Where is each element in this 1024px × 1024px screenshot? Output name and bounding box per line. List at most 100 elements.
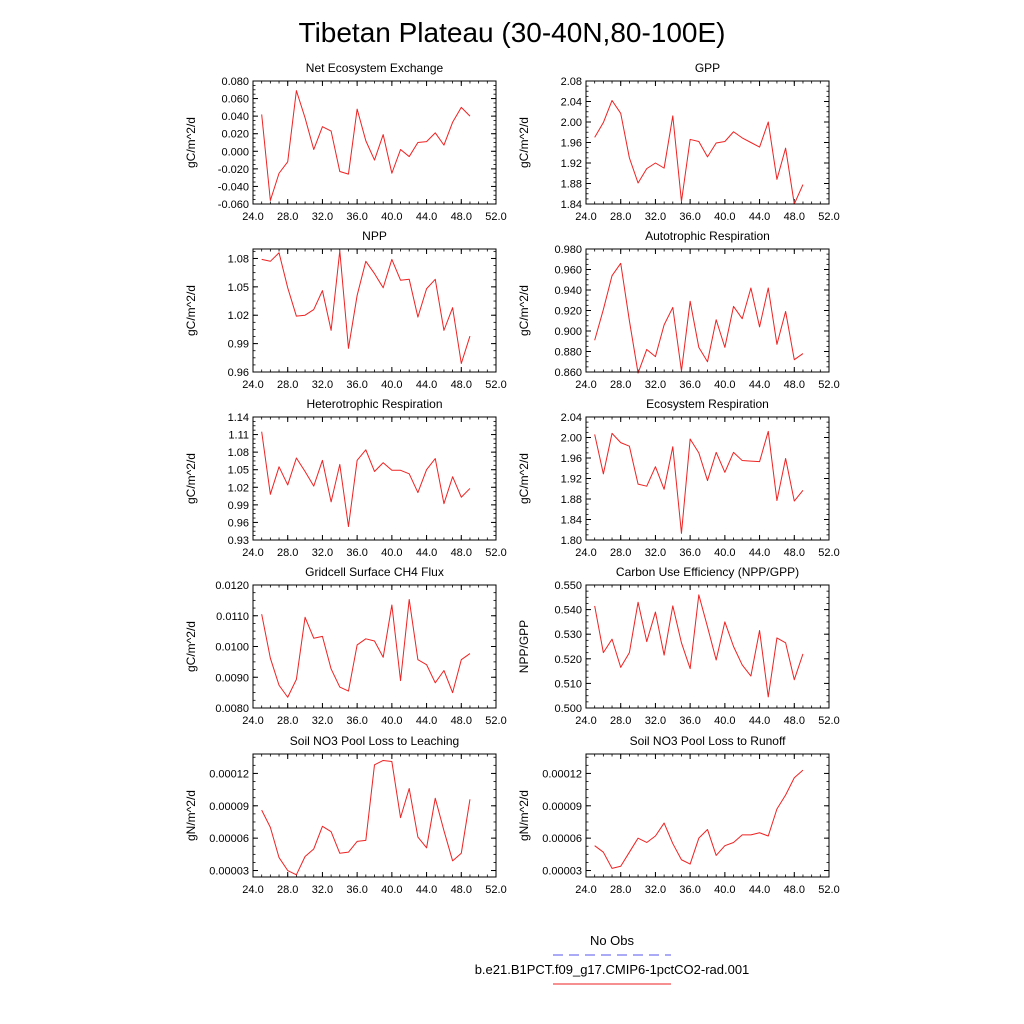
- x-tick-label: 32.0: [645, 547, 666, 559]
- x-tick-label: 36.0: [679, 884, 700, 896]
- panel-title: Carbon Use Efficiency (NPP/GPP): [616, 565, 799, 579]
- y-tick-label: 2.00: [561, 433, 582, 445]
- x-tick-label: 48.0: [451, 884, 472, 896]
- y-tick-label: 0.99: [228, 339, 249, 351]
- x-tick-label: 44.0: [416, 884, 437, 896]
- x-tick-label: 44.0: [749, 211, 770, 223]
- x-tick-label: 44.0: [749, 379, 770, 391]
- y-tick-label: 0.0100: [215, 642, 249, 654]
- x-tick-label: 28.0: [277, 379, 298, 391]
- chart-panel: Autotrophic Respiration 24.0 28.0 32.0 36.0 4…: [517, 229, 840, 391]
- x-tick-label: 36.0: [679, 547, 700, 559]
- x-tick-label: 36.0: [346, 379, 367, 391]
- x-tick-label: 40.0: [381, 547, 402, 559]
- x-tick-label: 44.0: [749, 884, 770, 896]
- series-line: [594, 594, 804, 698]
- y-tick-label: 0.99: [228, 500, 249, 512]
- x-tick-label: 48.0: [451, 715, 472, 727]
- y-axis-label: gC/m^2/d: [184, 453, 198, 504]
- y-tick-label: 0.00003: [542, 866, 582, 878]
- panel-title: Gridcell Surface CH4 Flux: [305, 565, 444, 579]
- y-tick-label: 0.860: [554, 367, 582, 379]
- x-tick-label: 32.0: [312, 211, 333, 223]
- x-tick-label: 36.0: [679, 211, 700, 223]
- x-tick-label: 24.0: [575, 715, 596, 727]
- x-tick-label: 24.0: [575, 211, 596, 223]
- y-tick-label: 0.0080: [215, 703, 249, 715]
- x-tick-label: 48.0: [784, 715, 805, 727]
- y-axis-label: gN/m^2/d: [184, 790, 198, 841]
- x-tick-label: 52.0: [818, 547, 839, 559]
- y-tick-label: 0.020: [221, 129, 249, 141]
- series-line: [261, 598, 471, 698]
- x-tick-label: 24.0: [242, 211, 263, 223]
- legend: No Obs b.e21.B1PCT.f09_g17.CMIP6-1pctCO2…: [475, 933, 749, 985]
- x-tick-label: 28.0: [277, 884, 298, 896]
- plot-frame: [252, 584, 497, 709]
- x-tick-label: 40.0: [714, 211, 735, 223]
- y-axis-label: gC/m^2/d: [184, 285, 198, 336]
- x-tick-label: 36.0: [346, 547, 367, 559]
- x-tick-label: 40.0: [714, 884, 735, 896]
- y-tick-label: 1.92: [561, 158, 582, 170]
- y-tick-label: 0.00012: [542, 768, 582, 780]
- y-tick-label: 0.880: [554, 347, 582, 359]
- y-tick-label: 1.88: [561, 494, 582, 506]
- x-tick-label: 24.0: [575, 379, 596, 391]
- x-tick-label: 40.0: [381, 884, 402, 896]
- y-tick-label: 1.08: [228, 253, 249, 265]
- y-tick-label: 0.0090: [215, 672, 249, 684]
- chart-panel: Carbon Use Efficiency (NPP/GPP) 24.0 28.0 3…: [517, 565, 840, 727]
- y-tick-label: 1.11: [228, 430, 249, 442]
- y-tick-label: 1.80: [561, 535, 582, 547]
- panel-title: Autotrophic Respiration: [645, 229, 770, 243]
- y-tick-label: 0.920: [554, 306, 582, 318]
- x-tick-label: 32.0: [645, 211, 666, 223]
- y-tick-label: 1.05: [228, 465, 249, 477]
- x-tick-label: 52.0: [485, 715, 506, 727]
- x-tick-label: 32.0: [645, 884, 666, 896]
- plot-frame: [252, 416, 497, 541]
- y-tick-label: 0.000: [221, 146, 249, 158]
- x-tick-label: 48.0: [784, 547, 805, 559]
- x-tick-label: 28.0: [610, 379, 631, 391]
- x-tick-label: 36.0: [346, 884, 367, 896]
- x-tick-label: 36.0: [679, 715, 700, 727]
- plot-frame: [585, 753, 830, 878]
- x-tick-label: 28.0: [610, 884, 631, 896]
- x-tick-label: 52.0: [818, 379, 839, 391]
- x-tick-label: 52.0: [485, 884, 506, 896]
- x-tick-label: 52.0: [818, 715, 839, 727]
- x-tick-label: 24.0: [242, 379, 263, 391]
- x-tick-label: 48.0: [784, 884, 805, 896]
- y-tick-label: 0.980: [554, 244, 582, 256]
- y-tick-label: 1.92: [561, 474, 582, 486]
- y-tick-label: 0.00006: [542, 833, 582, 845]
- x-tick-label: 40.0: [381, 379, 402, 391]
- plot-frame: [585, 80, 830, 205]
- y-tick-label: 1.02: [228, 482, 249, 494]
- x-tick-label: 44.0: [416, 211, 437, 223]
- x-tick-label: 32.0: [645, 715, 666, 727]
- plot-frame: [252, 248, 497, 373]
- panel-title: NPP: [362, 229, 387, 243]
- y-axis-label: gC/m^2/d: [184, 621, 198, 672]
- x-tick-label: 36.0: [346, 715, 367, 727]
- x-tick-label: 28.0: [610, 211, 631, 223]
- series-line: [261, 250, 471, 364]
- chart-panel: NPP 24.0 28.0 32.0 36.0 40.0 44.0 48.0 52.0 0.96 0…: [184, 229, 507, 391]
- series-line: [261, 90, 471, 201]
- y-tick-label: -0.040: [218, 181, 249, 193]
- y-tick-label: 0.960: [554, 265, 582, 277]
- panel-title: Net Ecosystem Exchange: [306, 61, 444, 75]
- y-tick-label: 0.060: [221, 94, 249, 106]
- x-tick-label: 28.0: [610, 547, 631, 559]
- y-tick-label: 0.540: [554, 605, 582, 617]
- y-tick-label: 1.08: [228, 447, 249, 459]
- plot-frame: [585, 416, 830, 541]
- x-tick-label: 48.0: [451, 547, 472, 559]
- y-tick-label: 2.00: [561, 117, 582, 129]
- y-tick-label: 1.02: [228, 310, 249, 322]
- y-tick-label: 1.88: [561, 179, 582, 191]
